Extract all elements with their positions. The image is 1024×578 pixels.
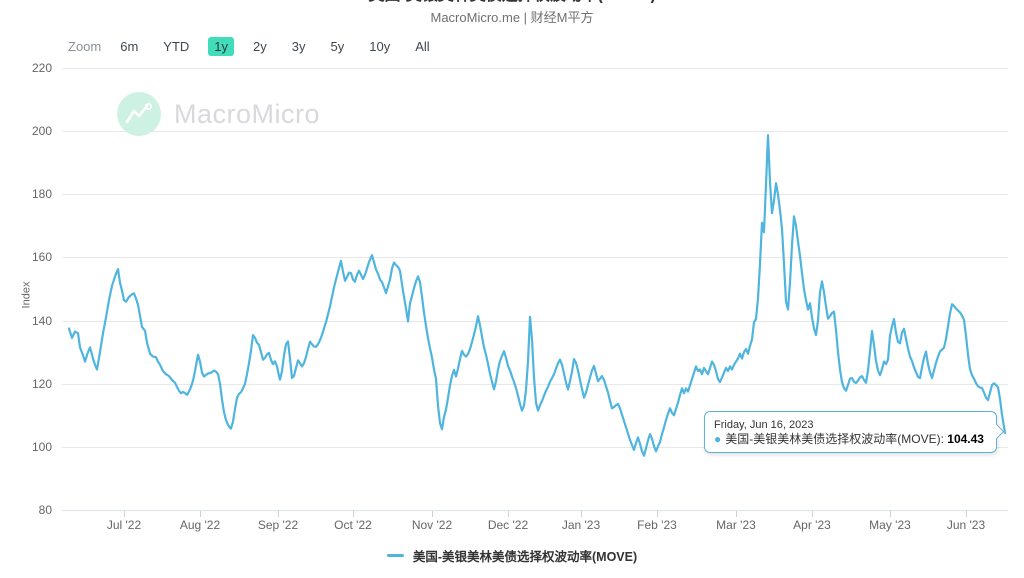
- x-tick-label: Oct '22: [334, 518, 372, 532]
- range-button-2y[interactable]: 2y: [247, 37, 273, 56]
- x-tick-mark: [124, 511, 125, 517]
- legend-line-marker-icon: [386, 554, 404, 557]
- chart-subtitle: MacroMicro.me | 财经M平方: [430, 10, 594, 25]
- gridline: [62, 257, 1008, 259]
- tooltip-series-label: 美国-美银美林美债选择权波动率(MOVE):: [725, 432, 944, 446]
- gridline: [62, 68, 1008, 69]
- range-button-ytd[interactable]: YTD: [157, 37, 195, 56]
- y-tick-label: 200: [31, 124, 52, 139]
- range-selector-toolbar: Zoom 6m YTD 1y 2y 3y 5y 10y All: [68, 37, 436, 56]
- series-line: [67, 134, 1007, 457]
- x-tick-mark: [890, 511, 891, 517]
- y-tick-label: 180: [31, 187, 52, 202]
- x-tick-label: Mar '23: [716, 518, 756, 532]
- x-tick-label: May '23: [869, 518, 911, 532]
- y-tick-label: 100: [31, 439, 52, 454]
- y-tick-label: 220: [31, 61, 52, 75]
- x-tick-mark: [812, 511, 813, 517]
- series-bullet-icon: ●: [714, 432, 722, 446]
- y-tick-label: 140: [31, 313, 52, 328]
- range-button-5y[interactable]: 5y: [325, 37, 351, 56]
- x-tick-mark: [581, 511, 582, 517]
- x-tick-mark: [736, 511, 737, 517]
- range-button-3y[interactable]: 3y: [286, 37, 312, 56]
- range-buttons: 6m YTD 1y 2y 3y 5y 10y All: [114, 37, 435, 56]
- tooltip-value: 104.43: [947, 432, 984, 446]
- x-axis-line: [62, 510, 1008, 511]
- x-tick-mark: [657, 511, 658, 517]
- legend-item[interactable]: 美国-美银美林美债选择权波动率(MOVE): [0, 546, 1024, 565]
- range-button-6m[interactable]: 6m: [114, 37, 144, 56]
- gridline: [62, 320, 1008, 322]
- y-tick-label: 120: [31, 376, 52, 391]
- y-tick-label: 80: [38, 503, 52, 517]
- tooltip: Friday, Jun 16, 2023 ● 美国-美银美林美债选择权波动率(MO…: [704, 411, 1005, 453]
- zoom-label: Zoom: [68, 39, 102, 54]
- gridline: [62, 446, 1008, 448]
- tooltip-date: Friday, Jun 16, 2023: [714, 419, 814, 431]
- x-tick-mark: [200, 511, 201, 517]
- x-tick-label: Aug '22: [179, 518, 221, 532]
- x-tick-label: Dec '22: [487, 518, 529, 532]
- range-button-all[interactable]: All: [409, 37, 435, 56]
- x-tick-mark: [432, 511, 433, 517]
- range-button-1y[interactable]: 1y: [208, 37, 235, 56]
- x-tick-label: Nov '22: [411, 518, 453, 532]
- legend-label: 美国-美银美林美债选择权波动率(MOVE): [412, 550, 638, 564]
- gridline: [62, 194, 1008, 196]
- gridline: [62, 131, 1008, 133]
- x-tick-label: Jan '23: [561, 518, 601, 532]
- x-tick-label: Jun '23: [946, 518, 986, 532]
- range-button-10y[interactable]: 10y: [363, 37, 396, 56]
- x-tick-mark: [278, 511, 279, 517]
- x-tick-mark: [353, 511, 354, 517]
- x-tick-label: Feb '23: [637, 518, 677, 532]
- x-tick-mark: [508, 511, 509, 517]
- x-tick-label: Apr '23: [793, 518, 831, 532]
- y-tick-label: 160: [31, 250, 52, 265]
- x-tick-mark: [966, 511, 967, 517]
- x-tick-label: Sep '22: [257, 518, 299, 532]
- tooltip-series-row: ● 美国-美银美林美债选择权波动率(MOVE): 104.43: [714, 432, 986, 447]
- x-tick-label: Jul '22: [106, 518, 142, 532]
